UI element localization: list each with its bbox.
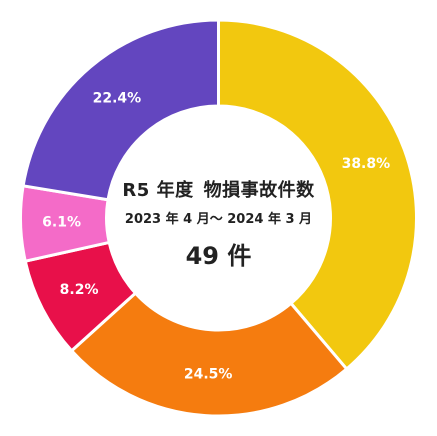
slice-1 xyxy=(70,291,349,418)
slice-label-3: 6.1% xyxy=(42,214,81,230)
slice-label-1: 24.5% xyxy=(184,367,233,383)
slice-label-0: 38.8% xyxy=(342,156,391,172)
slice-4 xyxy=(21,18,220,202)
slice-label-4: 22.4% xyxy=(93,90,142,106)
slice-0 xyxy=(217,18,418,371)
slice-label-2: 8.2% xyxy=(60,282,99,298)
